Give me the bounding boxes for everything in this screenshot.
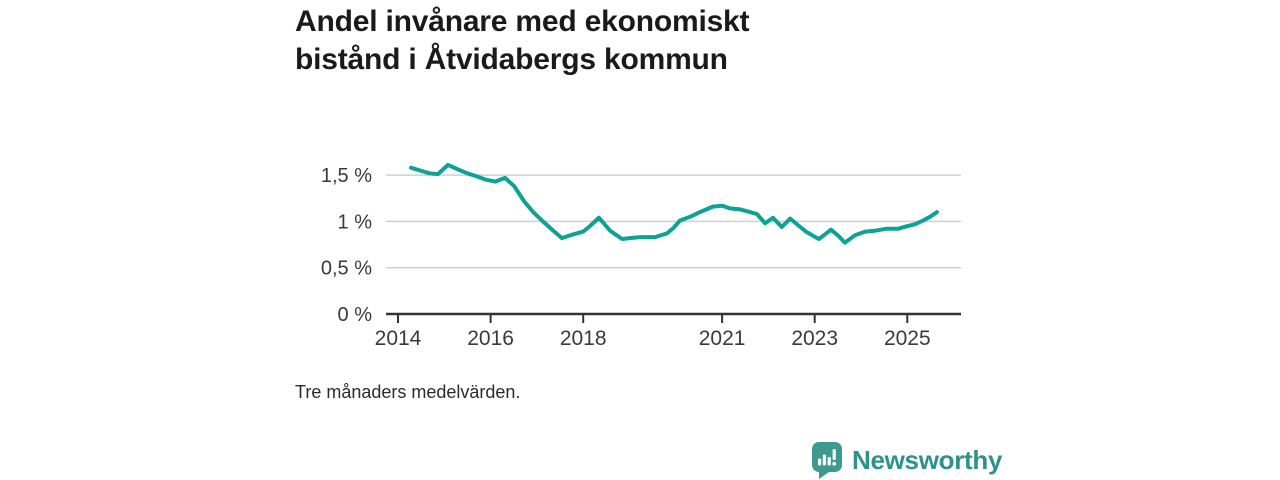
exclamation-dot bbox=[832, 461, 837, 466]
chart-title-line-2: bistånd i Åtvidabergs kommun bbox=[295, 43, 728, 76]
data-line bbox=[409, 162, 939, 245]
bubble-shape bbox=[812, 442, 842, 479]
x-tick-label: 2025 bbox=[884, 327, 931, 350]
newsworthy-bar-chart-bubble-icon bbox=[812, 442, 842, 479]
y-tick-label: 0,5 % bbox=[321, 258, 372, 280]
x-tick-label: 2018 bbox=[560, 327, 607, 350]
chart-title-line-1: Andel invånare med ekonomiskt bbox=[295, 5, 750, 38]
chart-footnote: Tre månaders medelvärden. bbox=[295, 382, 521, 402]
bar-3 bbox=[827, 457, 831, 466]
newsworthy-logo-text: Newsworthy bbox=[852, 444, 1003, 475]
chart-title: Andel invånare med ekonomiskt bistånd i … bbox=[295, 3, 750, 79]
exclamation-stem bbox=[832, 449, 836, 460]
bar-1 bbox=[818, 458, 822, 466]
bar-2 bbox=[822, 454, 826, 466]
x-tick-label: 2021 bbox=[699, 327, 746, 350]
y-tick-label: 1,5 % bbox=[321, 165, 372, 187]
x-tick-label: 2016 bbox=[467, 327, 514, 350]
x-tick-label: 2014 bbox=[375, 327, 422, 350]
x-tick-label: 2023 bbox=[791, 327, 838, 350]
newsworthy-logo: Newsworthy bbox=[811, 441, 1002, 479]
y-tick-label: 0 % bbox=[338, 304, 373, 326]
y-tick-label: 1 % bbox=[338, 211, 373, 233]
